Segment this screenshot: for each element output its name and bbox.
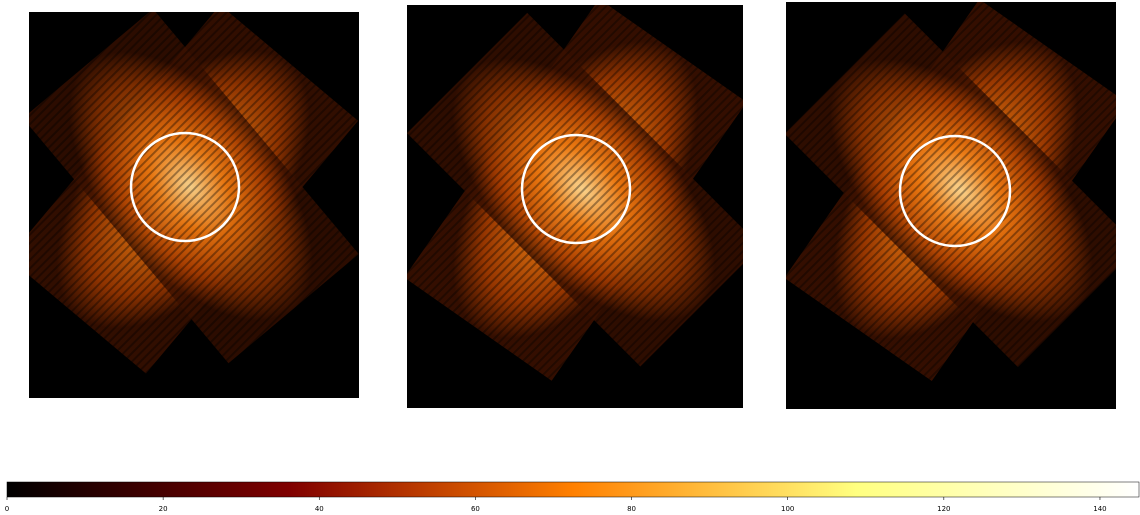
panel — [29, 12, 359, 398]
colorbar-fill — [6, 481, 1140, 498]
colorbar-tick-label: 0 — [5, 505, 9, 513]
colorbar-tick-label: 60 — [471, 505, 480, 513]
colorbar-tick-label: 120 — [937, 505, 950, 513]
colorbar-tick-label: 80 — [627, 505, 636, 513]
colorbar: 0 20 40 60 80 100 120 140 — [5, 481, 1140, 513]
colorbar-tick-label: 20 — [159, 505, 168, 513]
colorbar-tick-label: 100 — [781, 505, 794, 513]
colorbar-tick-label: 40 — [315, 505, 324, 513]
colorbar-tick-label: 140 — [1093, 505, 1106, 513]
panel — [407, 5, 743, 408]
panel — [786, 2, 1116, 409]
